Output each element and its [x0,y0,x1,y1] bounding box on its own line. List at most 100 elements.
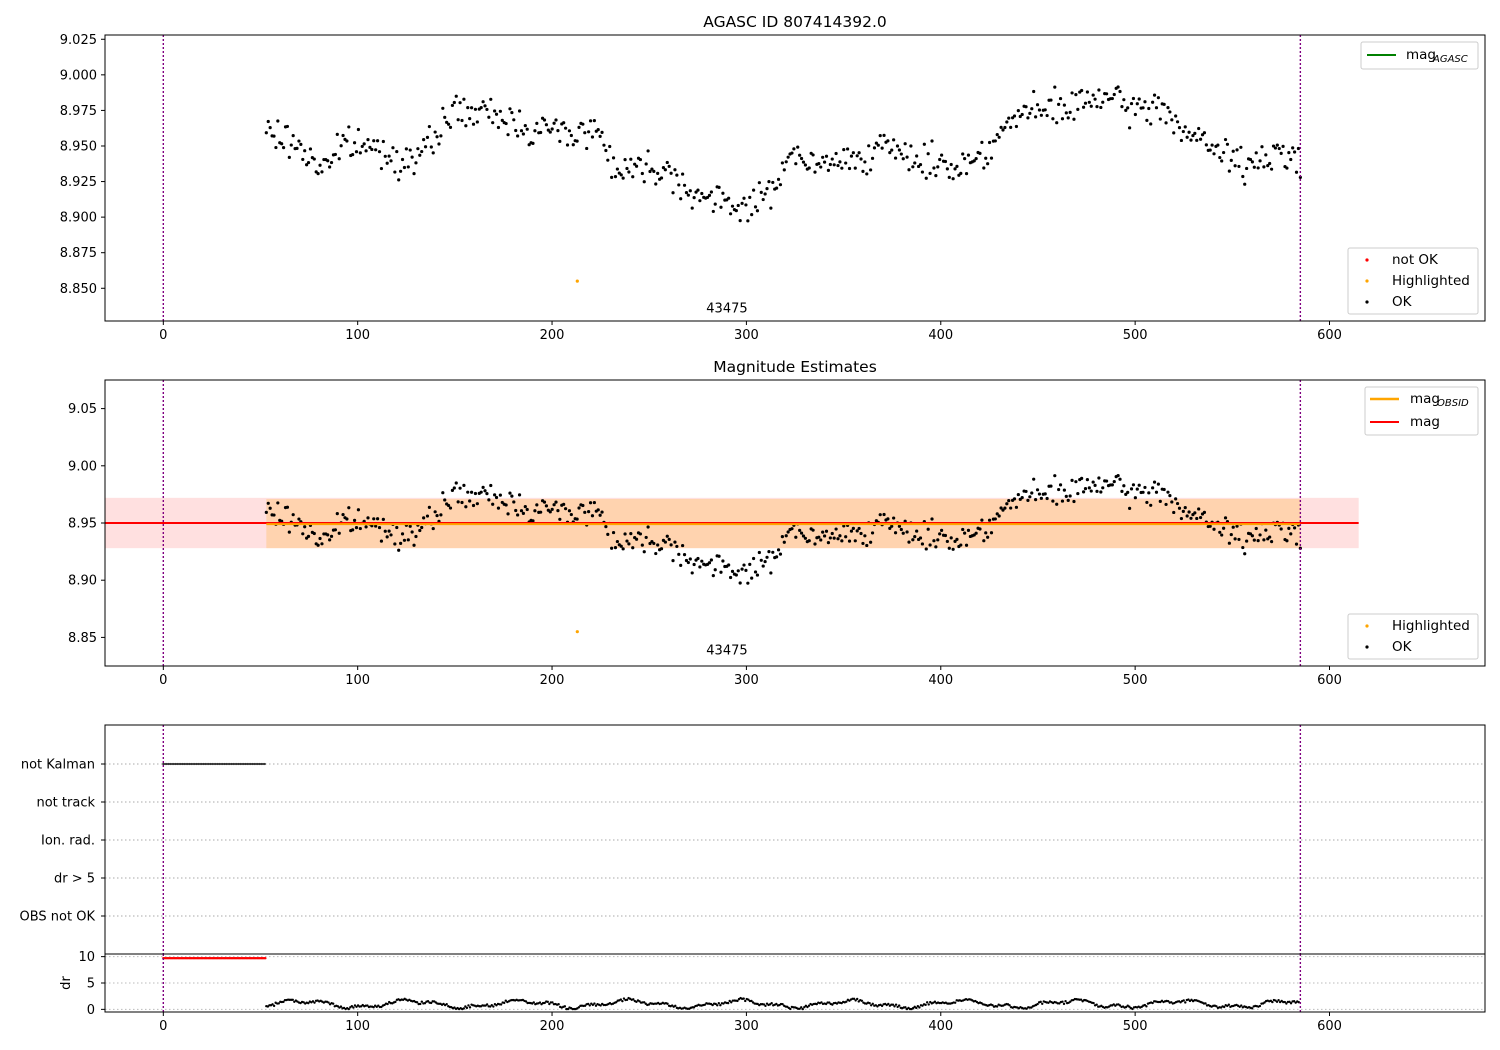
ok-point [464,124,468,128]
ok-point [943,533,948,538]
ok-point [562,121,566,125]
ok-legend-label: OK [1392,294,1413,310]
ok-point [830,531,834,536]
dr-ok-point [1187,998,1190,1001]
ok-point [1133,112,1137,117]
ok-point [1245,166,1249,171]
ok-point [769,206,773,210]
dr-ok-point [1151,1001,1154,1005]
ok-point [456,500,460,504]
ok-point [1156,96,1160,100]
ok-point [778,183,783,187]
ok-point [1068,494,1072,498]
dr-ok-point [423,1001,427,1005]
ok-point [613,546,618,550]
dr-ok-point [638,1000,641,1003]
ok-point [491,121,495,125]
ok-point [533,129,537,133]
ok-point [671,191,675,195]
ok-point [1258,159,1262,163]
dr-ok-point [282,1000,285,1004]
ok-point [918,162,923,167]
ok-point [665,160,669,165]
ok-point [460,118,464,123]
ok-point [744,568,748,572]
y-tick-label: 8.95 [68,517,97,532]
ok-point [1237,164,1241,169]
ok-point [556,128,560,133]
ok-point [1145,118,1149,122]
ok-point [395,525,399,530]
ok-point [462,483,466,487]
ok-point [1020,496,1024,500]
ok-point [1289,532,1293,536]
ok-point [980,140,984,144]
dr-ok-point [625,998,629,1002]
ok-point [1024,105,1028,109]
ok-point [682,553,687,557]
dr-ok-point [307,1001,310,1005]
dr-ok-point [1250,1007,1254,1010]
ok-point [765,187,769,191]
ok-point [1091,93,1095,97]
ok-point [544,504,549,508]
ok-point [642,180,646,184]
ok-point [1156,482,1160,486]
ok-point [987,140,992,145]
ok-point [859,531,863,536]
dr-ok-point [1092,1001,1095,1005]
ok-point [999,125,1003,129]
dr-ok-point [991,1004,994,1007]
ok-point [1131,96,1136,101]
ok-point [681,543,685,548]
ok-point [533,509,537,513]
ok-point [1028,111,1032,115]
dr-ok-point [1131,1007,1134,1011]
not-kalman-flag-point [177,762,181,766]
ok-point [667,164,671,168]
ok-point [798,153,802,157]
ok-point [1058,483,1063,487]
x-tick-label: 0 [159,328,167,343]
x-tick-label: 600 [1317,328,1342,343]
ok-point [963,531,967,535]
ok-point [638,532,643,536]
dr-ok-point [394,1000,397,1004]
ok-point [663,168,667,172]
ok-point [542,118,547,122]
ok-point [312,157,316,161]
dr-ok-point [781,1002,784,1006]
ok-point [372,517,376,521]
ok-point [890,148,894,152]
ok-point [329,534,334,538]
dr-ok-point [1258,1004,1262,1008]
ok-point [312,531,316,536]
ok-point [615,167,619,171]
ok-point [539,510,543,514]
dr-ok-point [736,999,739,1003]
ok-point [1058,96,1063,101]
ok-point [1080,88,1084,93]
ok-point [377,150,382,154]
dr-ok-point [548,1002,551,1006]
dr-ok-point [1064,999,1067,1003]
ok-point [1032,477,1036,481]
ok-point [953,167,957,171]
ok-point [623,532,627,536]
ok-point [980,518,984,522]
ok-point [1151,486,1155,490]
dr-ok-point [599,1004,602,1007]
ok-point [1110,96,1114,101]
ok-point [1233,164,1237,168]
panel2-legend-bottom: Highlighted OK [1347,613,1479,660]
ok-point [469,490,474,494]
ok-point [613,175,618,179]
ok-point [1239,145,1243,149]
dr-ok-point [921,1004,924,1007]
ok-point [610,546,614,550]
ok-point [1049,484,1053,488]
ok-point [473,107,478,111]
ok-point [611,530,616,535]
ok-point [1202,510,1207,514]
not-kalman-flag-point [263,762,266,766]
